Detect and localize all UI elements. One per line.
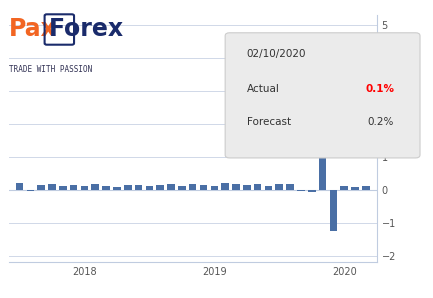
Bar: [145, 186, 153, 190]
Bar: [37, 185, 45, 190]
Text: Forecast: Forecast: [247, 117, 291, 127]
Bar: [178, 186, 186, 190]
Bar: [48, 184, 56, 190]
Bar: [124, 185, 132, 190]
Bar: [265, 186, 272, 190]
Bar: [330, 190, 337, 231]
Text: orex: orex: [64, 17, 123, 41]
Text: 0.1%: 0.1%: [365, 84, 394, 94]
Bar: [102, 186, 110, 190]
Bar: [319, 35, 326, 190]
Bar: [16, 183, 23, 190]
Bar: [167, 184, 175, 190]
Bar: [221, 183, 229, 190]
Bar: [351, 187, 359, 190]
Text: 02/10/2020: 02/10/2020: [247, 49, 306, 59]
Text: TRADE WITH PASSION: TRADE WITH PASSION: [9, 65, 92, 74]
Bar: [70, 185, 78, 190]
Bar: [59, 186, 67, 190]
Bar: [26, 190, 34, 191]
Bar: [81, 186, 88, 190]
Bar: [189, 184, 197, 190]
Text: Pax: Pax: [9, 17, 57, 41]
Bar: [286, 184, 294, 190]
Bar: [113, 187, 121, 190]
Bar: [210, 186, 218, 190]
Bar: [362, 186, 370, 190]
Bar: [200, 185, 207, 190]
Bar: [243, 185, 251, 190]
Bar: [308, 190, 316, 192]
Bar: [232, 184, 240, 190]
Bar: [275, 184, 283, 190]
Bar: [135, 185, 142, 190]
Bar: [340, 186, 348, 190]
Bar: [254, 184, 262, 190]
Bar: [91, 184, 99, 190]
Text: 0.2%: 0.2%: [368, 117, 394, 127]
Text: F: F: [49, 17, 65, 41]
Bar: [297, 190, 305, 191]
Bar: [156, 185, 164, 190]
Text: Actual: Actual: [247, 84, 280, 94]
